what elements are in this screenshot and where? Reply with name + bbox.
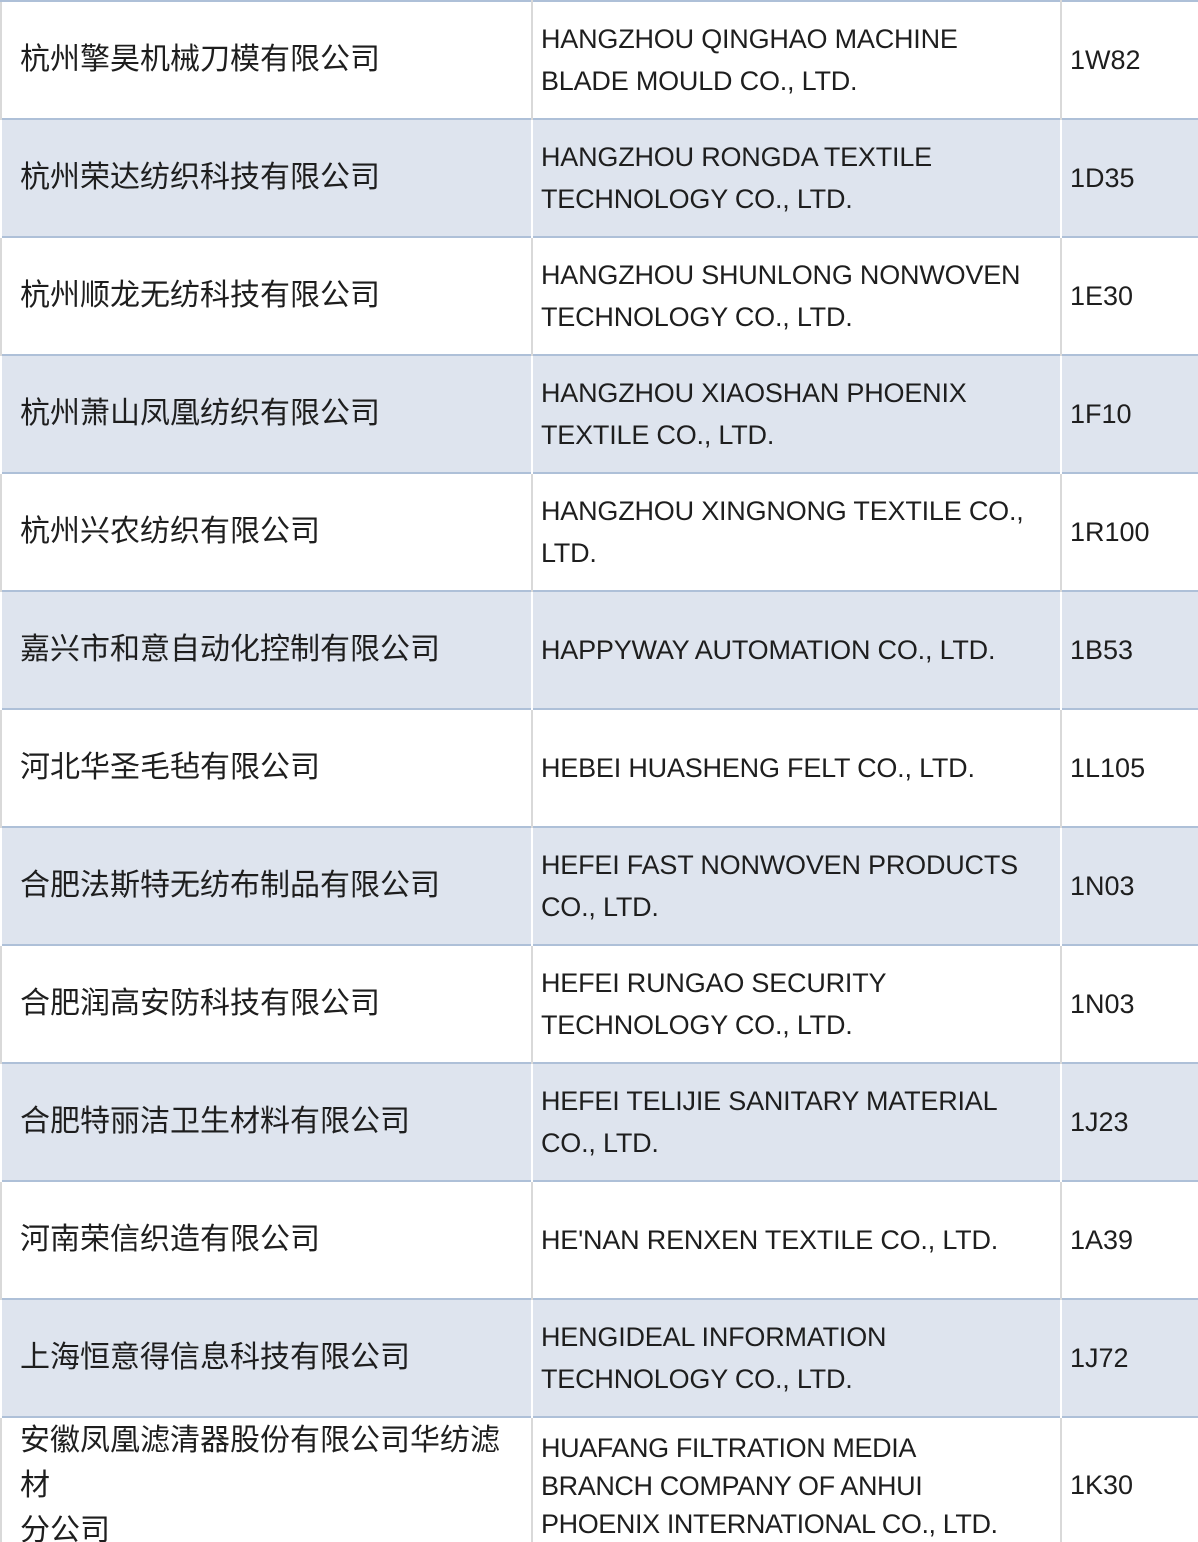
cell-company-name-en: HANGZHOU XIAOSHAN PHOENIX TEXTILE CO., L… [532,354,1061,473]
cell-company-name-en: HAPPYWAY AUTOMATION CO., LTD. [532,590,1061,709]
cell-company-name-en: HANGZHOU XINGNONG TEXTILE CO., LTD. [532,472,1062,591]
cell-company-name-en: HENGIDEAL INFORMATION TECHNOLOGY CO., LT… [532,1298,1061,1417]
cell-company-name-cn: 杭州萧山凤凰纺织有限公司 [1,354,532,473]
cell-company-name-cn: 河南荣信织造有限公司 [0,1180,533,1299]
table-row: 合肥润高安防科技有限公司 HEFEI RUNGAO SECURITY TECHN… [0,944,1198,1063]
cell-company-name-en: HANGZHOU QINGHAO MACHINE BLADE MOULD CO.… [532,0,1062,119]
table-row: 嘉兴市和意自动化控制有限公司 HAPPYWAY AUTOMATION CO., … [1,590,1198,709]
cell-company-name-cn: 上海恒意得信息科技有限公司 [1,1298,532,1417]
cell-company-name-cn: 合肥法斯特无纺布制品有限公司 [1,826,532,945]
cell-company-name-en: HEBEI HUASHENG FELT CO., LTD. [532,708,1062,827]
cell-company-name-en: HUAFANG FILTRATION MEDIA BRANCH COMPANY … [532,1416,1062,1542]
cell-booth-number: 1K30 [1061,1416,1198,1542]
cell-booth-number: 1L105 [1061,708,1198,827]
cell-booth-number: 1A39 [1061,1180,1198,1299]
cell-company-name-en: HEFEI RUNGAO SECURITY TECHNOLOGY CO., LT… [532,944,1062,1063]
cell-booth-number: 1B53 [1061,590,1198,709]
cell-company-name-cn: 合肥润高安防科技有限公司 [0,944,533,1063]
table-row: 杭州荣达纺织科技有限公司 HANGZHOU RONGDA TEXTILE TEC… [1,118,1198,237]
table-row: 河北华圣毛毡有限公司 HEBEI HUASHENG FELT CO., LTD.… [0,708,1198,827]
table-row: 杭州萧山凤凰纺织有限公司 HANGZHOU XIAOSHAN PHOENIX T… [1,354,1198,473]
cell-booth-number: 1E30 [1061,236,1198,355]
cell-company-name-cn: 杭州荣达纺织科技有限公司 [1,118,532,237]
table-row: 上海恒意得信息科技有限公司 HENGIDEAL INFORMATION TECH… [1,1298,1198,1417]
cell-booth-number: 1R100 [1061,472,1198,591]
table-row: 杭州顺龙无纺科技有限公司 HANGZHOU SHUNLONG NONWOVEN … [0,236,1198,355]
table-row: 杭州擎昊机械刀模有限公司 HANGZHOU QINGHAO MACHINE BL… [0,0,1198,119]
cell-booth-number: 1N03 [1061,826,1198,945]
cell-company-name-cn: 河北华圣毛毡有限公司 [0,708,533,827]
cell-company-name-en: HEFEI FAST NONWOVEN PRODUCTS CO., LTD. [532,826,1061,945]
cell-company-name-cn: 杭州兴农纺织有限公司 [0,472,533,591]
cell-booth-number: 1N03 [1061,944,1198,1063]
cell-company-name-cn: 嘉兴市和意自动化控制有限公司 [1,590,532,709]
table-row: 杭州兴农纺织有限公司 HANGZHOU XINGNONG TEXTILE CO.… [0,472,1198,591]
cell-company-name-cn: 杭州顺龙无纺科技有限公司 [0,236,533,355]
table-row: 安徽凤凰滤清器股份有限公司华纺滤材 分公司 HUAFANG FILTRATION… [0,1416,1198,1542]
cell-company-name-cn: 杭州擎昊机械刀模有限公司 [0,0,533,119]
cell-booth-number: 1D35 [1061,118,1198,237]
table-row: 合肥法斯特无纺布制品有限公司 HEFEI FAST NONWOVEN PRODU… [1,826,1198,945]
cell-company-name-cn: 安徽凤凰滤清器股份有限公司华纺滤材 分公司 [0,1416,533,1542]
cell-booth-number: 1F10 [1061,354,1198,473]
cell-company-name-en: HANGZHOU RONGDA TEXTILE TECHNOLOGY CO., … [532,118,1061,237]
cell-company-name-cn: 合肥特丽洁卫生材料有限公司 [1,1062,532,1181]
cell-booth-number: 1W82 [1061,0,1198,119]
table-row: 河南荣信织造有限公司 HE'NAN RENXEN TEXTILE CO., LT… [0,1180,1198,1299]
cell-booth-number: 1J23 [1061,1062,1198,1181]
cell-company-name-en: HEFEI TELIJIE SANITARY MATERIAL CO., LTD… [532,1062,1061,1181]
cell-booth-number: 1J72 [1061,1298,1198,1417]
cell-company-name-en: HE'NAN RENXEN TEXTILE CO., LTD. [532,1180,1062,1299]
table-row: 合肥特丽洁卫生材料有限公司 HEFEI TELIJIE SANITARY MAT… [1,1062,1198,1181]
cell-company-name-en: HANGZHOU SHUNLONG NONWOVEN TECHNOLOGY CO… [532,236,1062,355]
